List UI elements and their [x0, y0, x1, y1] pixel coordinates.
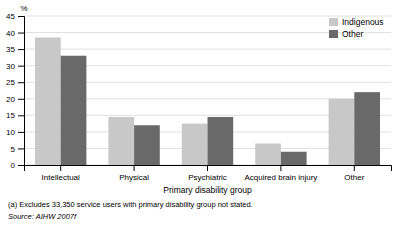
y-tick-mark [18, 115, 24, 116]
plot: 0 5 10 15 20 25 30 35 40 45 Intellectual Physical Ps… [6, 12, 391, 182]
y-tick: 15 [6, 111, 24, 120]
x-tick-mark [354, 165, 355, 171]
legend-item: Indigenous [329, 17, 384, 27]
x-tick: Acquired brain injury [244, 165, 317, 182]
bars [35, 38, 380, 165]
y-axis: 0 5 10 15 20 25 30 35 40 45 [6, 12, 24, 170]
x-tick-label: Intellectual [42, 173, 80, 182]
bar [281, 152, 307, 165]
bar [134, 125, 160, 165]
y-tick: 45 [6, 12, 24, 21]
grid-line [24, 16, 391, 17]
x-tick: Other [344, 165, 364, 182]
y-tick: 25 [6, 78, 24, 87]
legend: Indigenous Other [329, 17, 384, 39]
bar-series [35, 38, 354, 165]
annotation: Source: AIHW 2007f [8, 212, 77, 221]
chart: 0 5 10 15 20 25 30 35 40 45 Intellectual Physical Ps… [0, 0, 397, 227]
x-tick: Physical [119, 165, 149, 182]
x-tick-label: Psychiatric [188, 173, 227, 182]
y-tick-mark [18, 49, 24, 50]
y-tick: 30 [6, 62, 24, 71]
bar [208, 117, 234, 165]
x-axis-line [25, 166, 392, 172]
y-tick-mark [18, 82, 24, 83]
y-tick-mark [18, 148, 24, 149]
bar [255, 143, 281, 165]
legend-item: Other [329, 29, 363, 39]
y-axis-title: % [20, 4, 27, 13]
y-tick-label: 30 [6, 62, 15, 71]
y-tick-mark [18, 99, 24, 100]
grid [24, 16, 391, 165]
x-axis: Intellectual Physical Psychiatric Acquired … [25, 165, 392, 182]
x-tick-mark [134, 165, 135, 171]
bar-series [61, 56, 380, 165]
bar [182, 124, 208, 165]
y-tick: 10 [6, 128, 24, 137]
x-axis-title: Primary disability group [163, 185, 252, 195]
y-tick: 35 [6, 45, 24, 54]
x-tick-label: Other [344, 173, 364, 182]
y-tick-label: 35 [6, 45, 15, 54]
legend-label: Indigenous [342, 17, 384, 27]
x-tick-mark [207, 165, 208, 171]
x-tick-label: Acquired brain injury [244, 173, 317, 182]
x-tick-mark [280, 165, 281, 171]
y-tick: 40 [6, 29, 24, 38]
y-tick-label: 0 [11, 161, 16, 170]
bar [329, 99, 355, 165]
x-tick-mark [60, 165, 61, 171]
y-tick-mark [18, 165, 24, 166]
legend-swatch [329, 30, 338, 38]
legend-label: Other [342, 29, 363, 39]
annotation: (a) Excludes 33,350 service users with p… [8, 200, 253, 209]
y-tick: 20 [6, 95, 24, 104]
x-tick-label: Physical [119, 173, 149, 182]
y-tick: 5 [11, 145, 24, 154]
y-tick-mark [18, 132, 24, 133]
x-tick: Intellectual [42, 165, 80, 182]
y-tick-mark [18, 16, 24, 17]
x-tick: Psychiatric [188, 165, 227, 182]
bar [354, 92, 380, 165]
y-tick-mark [18, 33, 24, 34]
bar [61, 56, 87, 165]
y-tick-label: 20 [6, 95, 15, 104]
y-tick-label: 45 [6, 12, 15, 21]
bar [108, 117, 134, 165]
y-axis-line [18, 17, 25, 166]
y-tick-label: 15 [6, 111, 15, 120]
bar [35, 38, 61, 165]
legend-swatch [329, 18, 338, 26]
grid-line [24, 49, 391, 50]
y-tick-mark [18, 66, 24, 67]
y-tick-label: 5 [11, 145, 16, 154]
y-tick-label: 40 [6, 29, 15, 38]
y-tick: 0 [11, 161, 24, 170]
y-tick-label: 25 [6, 78, 15, 87]
y-tick-label: 10 [6, 128, 15, 137]
